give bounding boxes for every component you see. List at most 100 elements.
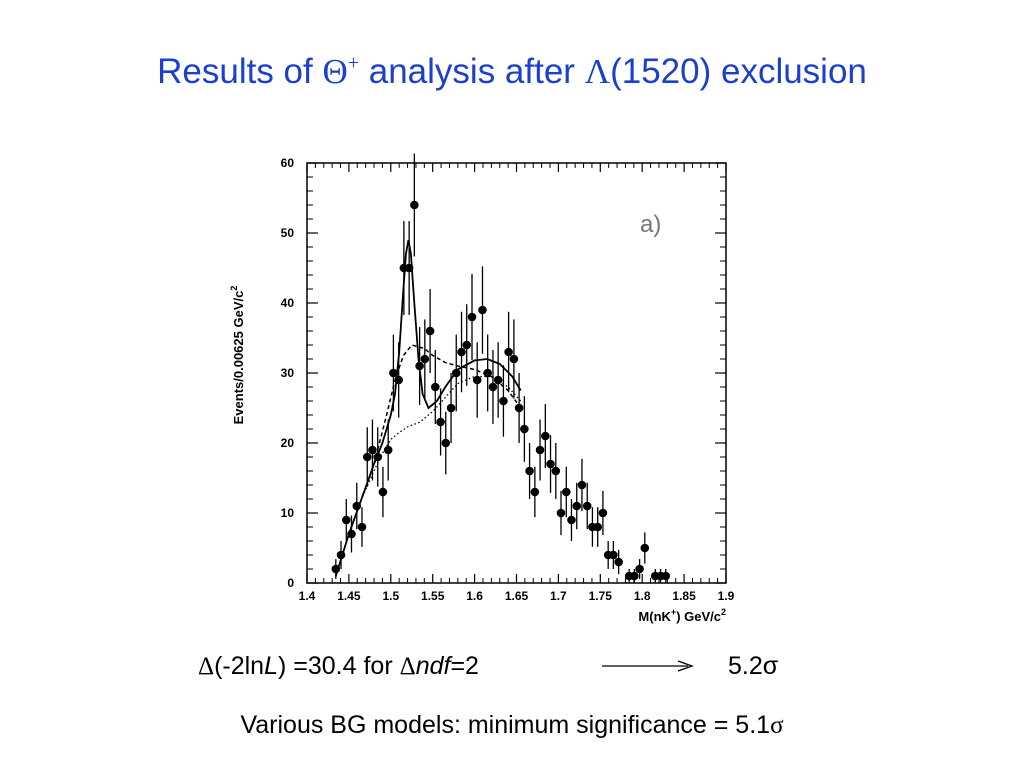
data-point <box>410 200 419 210</box>
x-tick-label: 1.55 <box>421 589 445 603</box>
x-axis-label-sup1: + <box>671 607 676 617</box>
data-point <box>582 501 592 511</box>
delta-symbol: Δ <box>198 653 215 680</box>
plot-frame <box>306 162 727 584</box>
data-point <box>598 508 608 518</box>
x-tick-label: 1.85 <box>672 589 696 603</box>
x-tick-label: 1.5 <box>382 589 399 603</box>
data-point <box>462 340 472 350</box>
data-point <box>357 522 367 532</box>
x-axis-label-main: M(nK <box>638 609 671 624</box>
x-tick-label: 1.45 <box>337 589 361 603</box>
result-statement: Δ(-2lnL) =30.4 for Δndf=2 <box>198 652 479 681</box>
data-point <box>493 375 503 385</box>
data-point <box>530 487 540 497</box>
x-tick-label: 1.65 <box>505 589 529 603</box>
data-point <box>472 375 482 385</box>
data-point <box>420 354 430 364</box>
y-axis-label-sup: 2 <box>229 286 239 291</box>
lambda-symbol: Λ <box>584 52 611 91</box>
data-point <box>467 312 477 322</box>
data-point <box>457 347 466 357</box>
data-point <box>368 445 377 455</box>
data-point <box>635 564 644 574</box>
significance-number: 5.2 <box>728 652 763 680</box>
data-point <box>347 529 356 539</box>
result-part2: ) =30.4 for <box>278 652 400 680</box>
result-part3: =2 <box>450 652 479 680</box>
data-point <box>483 368 492 378</box>
x-tick-label: 1.4 <box>299 589 316 603</box>
result-part1: (-2ln <box>214 652 265 680</box>
y-tick-label: 50 <box>281 226 295 240</box>
sigma-symbol: σ <box>762 652 779 680</box>
significance-value: 5.2σ <box>728 652 778 681</box>
summary-line: Various BG models: minimum significance … <box>0 711 1024 740</box>
data-point <box>535 445 545 455</box>
data-point <box>362 452 372 462</box>
data-point <box>520 424 529 434</box>
data-point <box>425 326 435 336</box>
data-point <box>556 508 566 518</box>
data-point <box>572 501 582 511</box>
data-point <box>499 396 508 406</box>
likelihood-symbol: L <box>264 652 278 680</box>
y-axis-label: Events/0.00625 GeV/c2 <box>229 286 246 425</box>
data-points <box>331 153 671 583</box>
ndf-symbol: ndf <box>415 652 451 680</box>
y-tick-label: 20 <box>281 436 295 450</box>
mass-spectrum-chart: 1.4 1.45 1.5 1.55 1.6 1.65 1.7 1.75 1.8 1.85 1.9 0 1… <box>229 153 735 624</box>
data-point <box>342 515 351 525</box>
data-point <box>577 480 587 490</box>
right-arrow-icon <box>602 660 694 672</box>
x-tick-label: 1.75 <box>589 589 613 603</box>
data-point <box>640 543 650 553</box>
x-tick-label: 1.7 <box>550 589 567 603</box>
data-point <box>561 487 571 497</box>
data-point <box>383 445 393 455</box>
x-tick-label: 1.8 <box>634 589 651 603</box>
data-point <box>394 375 403 385</box>
axes: 1.4 1.45 1.5 1.55 1.6 1.65 1.7 1.75 1.8 1.85 1.9 0 1… <box>281 156 735 603</box>
summary-text: Various BG models: minimum significance … <box>240 711 771 739</box>
title-mid: analysis after <box>359 52 585 91</box>
data-point <box>541 431 550 441</box>
x-tick-label: 1.9 <box>718 589 735 603</box>
data-point <box>630 571 639 581</box>
data-point <box>331 564 341 574</box>
data-point <box>478 305 487 315</box>
data-point <box>415 361 424 371</box>
data-point <box>567 515 576 525</box>
data-point <box>441 438 451 448</box>
data-point <box>551 466 561 476</box>
theta-symbol: Θ <box>322 52 348 91</box>
data-point <box>593 522 603 532</box>
data-point <box>514 403 524 413</box>
x-tick-label: 1.6 <box>466 589 483 603</box>
y-tick-label: 60 <box>281 156 295 170</box>
x-axis-label: M(nK+) GeV/c2 <box>638 607 726 624</box>
data-point <box>436 417 445 427</box>
data-point <box>378 487 388 497</box>
delta-symbol-2: Δ <box>399 653 416 680</box>
panel-label: a) <box>640 211 661 238</box>
y-tick-label: 40 <box>281 296 295 310</box>
data-point <box>451 368 461 378</box>
data-point <box>373 452 383 462</box>
y-axis-label-main: Events/0.00625 GeV/c <box>231 291 246 425</box>
data-point <box>661 571 671 581</box>
data-point <box>546 459 555 469</box>
y-tick-label: 0 <box>287 576 294 590</box>
data-point <box>525 466 534 476</box>
data-point <box>389 368 398 378</box>
x-axis-label-sup2: 2 <box>721 607 726 617</box>
theta-superscript: + <box>347 52 360 74</box>
title-pre: Results of <box>157 52 323 91</box>
y-tick-label: 10 <box>281 506 295 520</box>
data-point <box>614 557 623 567</box>
x-axis-label-mid: ) GeV/c <box>676 609 721 624</box>
data-point <box>488 382 498 392</box>
data-point <box>504 347 513 357</box>
slide-title: Results of Θ+ analysis after Λ(1520) exc… <box>0 52 1024 92</box>
data-point <box>446 403 456 413</box>
